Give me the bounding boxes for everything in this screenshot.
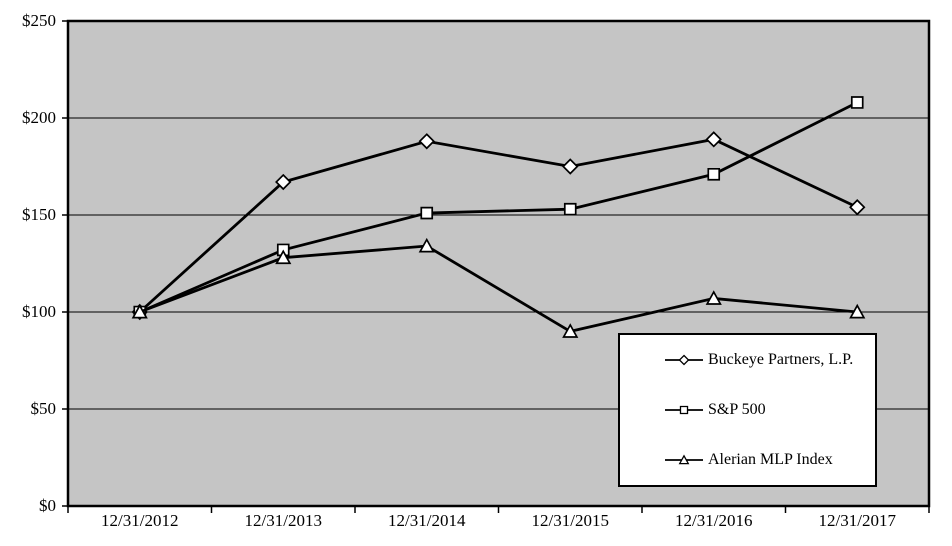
series-line-alerian-mlp-index xyxy=(139,244,858,333)
x-axis-label: 12/31/2014 xyxy=(388,511,466,530)
marker-triangle-icon xyxy=(705,290,722,305)
legend-entry-alerian-mlp-index: Alerian MLP Index xyxy=(665,450,833,470)
legend-diamond-icon xyxy=(665,354,703,366)
marker-triangle-icon xyxy=(131,303,148,319)
marker-triangle-icon xyxy=(275,249,292,265)
marker-square-icon xyxy=(850,96,864,109)
marker-diamond-icon xyxy=(849,199,866,216)
marker-triangle-icon xyxy=(849,303,866,319)
marker-diamond-icon xyxy=(418,133,435,150)
plot-border xyxy=(66,19,931,508)
marker-triangle-icon xyxy=(418,237,435,253)
legend: Buckeye Partners, L.P. S&P 500 Alerian MLP… xyxy=(618,333,877,487)
marker-diamond-icon xyxy=(705,131,722,148)
y-axis-label: $50 xyxy=(30,399,57,418)
series-line-s-p-500 xyxy=(139,101,858,314)
marker-diamond-icon xyxy=(562,158,579,175)
y-axis-label: $200 xyxy=(22,108,56,127)
x-axis-label: 12/31/2013 xyxy=(244,511,322,530)
y-axis-label: $250 xyxy=(22,11,56,30)
marker-triangle-icon xyxy=(562,323,579,338)
marker-square-icon xyxy=(563,202,577,216)
marker-square-icon xyxy=(420,206,434,220)
y-axis-label: $0 xyxy=(39,496,56,515)
legend-triangle-icon xyxy=(665,454,703,465)
x-axis-label: 12/31/2016 xyxy=(675,511,753,530)
x-axis-label: 12/31/2015 xyxy=(531,511,609,530)
series-line-buckeye-partners-l-p xyxy=(138,137,858,314)
y-axis-label: $100 xyxy=(22,302,56,321)
legend-label: Buckeye Partners, L.P. xyxy=(708,351,854,368)
legend-entry-buckeye-partners-l-p: Buckeye Partners, L.P. xyxy=(665,350,853,370)
legend-square-icon xyxy=(665,405,703,415)
x-axis-label: 12/31/2017 xyxy=(818,511,896,530)
legend-label: S&P 500 xyxy=(708,401,766,418)
legend-entry-s-p-500: S&P 500 xyxy=(665,400,766,420)
marker-diamond-icon xyxy=(275,173,292,191)
x-axis-label: 12/31/2012 xyxy=(101,511,179,530)
legend-label: Alerian MLP Index xyxy=(708,451,833,468)
y-axis-label: $150 xyxy=(22,205,56,224)
marker-square-icon xyxy=(707,167,721,181)
